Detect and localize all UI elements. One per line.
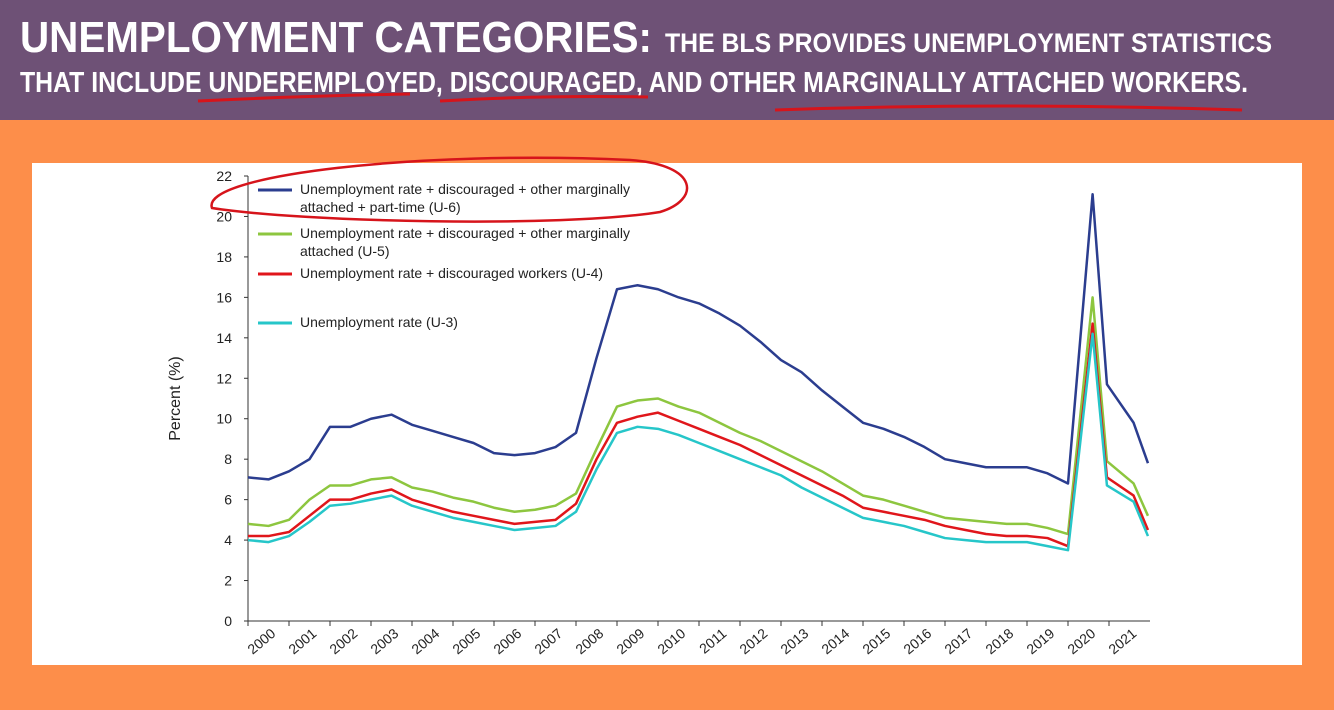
y-tick-label: 4 (224, 532, 232, 548)
y-tick-label: 12 (216, 370, 232, 386)
legend-item: Unemployment rate + discouraged workers … (300, 265, 604, 281)
highlight-circle (210, 156, 689, 223)
chart-card (32, 163, 1302, 665)
y-tick-label: 10 (216, 411, 232, 427)
legend-item: Unemployment rate + discouraged + other … (300, 225, 630, 259)
legend-label: Unemployment rate + discouraged workers … (300, 265, 604, 281)
slide-title: UNEMPLOYMENT CATEGORIES: (20, 13, 652, 62)
y-tick-label: 8 (224, 451, 232, 467)
legend-label: Unemployment rate + discouraged + other … (300, 181, 630, 215)
y-tick-label: 6 (224, 492, 232, 508)
underline (774, 104, 1243, 112)
legend-label: Unemployment rate (U-3) (300, 314, 458, 330)
underline (439, 95, 649, 103)
legend-label: Unemployment rate + discouraged + other … (300, 225, 630, 259)
data-line (247, 296, 1150, 536)
underline (197, 92, 411, 103)
y-axis-label: Percent (%) (167, 356, 184, 440)
y-tick-label: 18 (216, 249, 232, 265)
y-tick-label: 2 (224, 573, 232, 589)
y-tick-label: 20 (216, 208, 232, 224)
y-tick-label: 16 (216, 289, 232, 305)
slide-subtitle: THE BLS PROVIDES UNEMPLOYMENT STATISTICS (665, 28, 1272, 58)
y-tick-label: 0 (224, 613, 232, 629)
y-tick-label: 22 (216, 168, 232, 184)
data-line (248, 322, 1150, 548)
legend-item: Unemployment rate (U-3) (300, 314, 458, 330)
data-line (247, 332, 1150, 552)
y-tick-label: 14 (216, 330, 232, 346)
slide-subtitle: THAT INCLUDE UNDEREMPLOYED, DISCOURAGED,… (20, 67, 1248, 99)
data-line (247, 192, 1150, 485)
legend-item: Unemployment rate + discouraged + other … (300, 181, 630, 215)
